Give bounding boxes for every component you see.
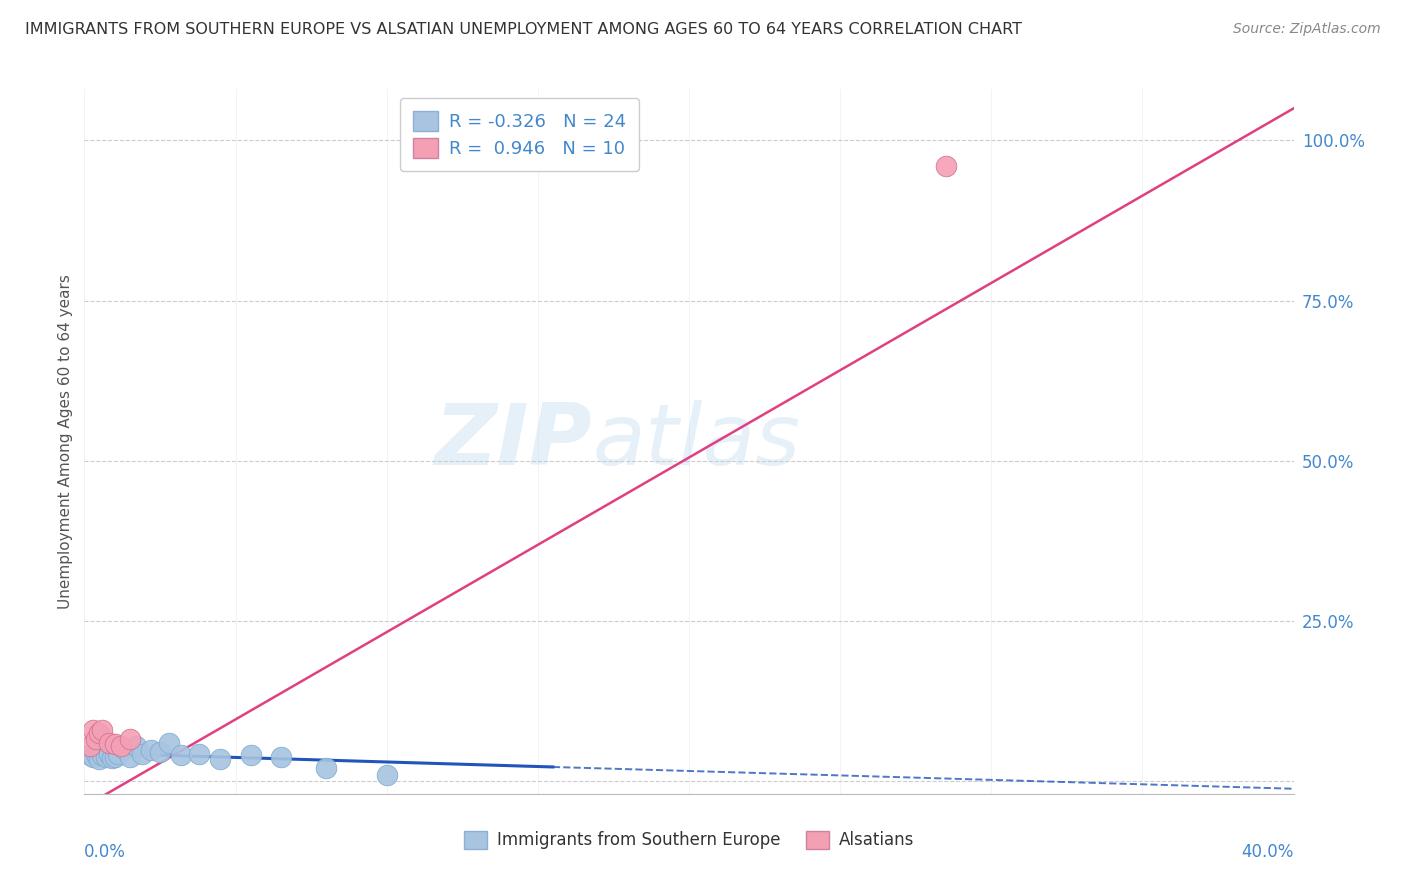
Point <box>91 723 114 737</box>
Point <box>270 749 292 764</box>
Point <box>157 736 180 750</box>
Text: Source: ZipAtlas.com: Source: ZipAtlas.com <box>1233 22 1381 37</box>
Point <box>118 732 141 747</box>
Point <box>118 749 141 764</box>
Point <box>86 747 108 761</box>
Point <box>188 747 211 761</box>
Point <box>89 726 111 740</box>
Text: 40.0%: 40.0% <box>1241 843 1294 861</box>
Point <box>86 732 108 747</box>
Point <box>89 751 111 765</box>
Point <box>375 767 398 781</box>
Point <box>110 739 132 753</box>
Point <box>94 749 117 764</box>
Point <box>79 739 101 753</box>
Point <box>79 748 101 763</box>
Point <box>82 749 104 764</box>
Point <box>104 737 127 751</box>
Point <box>139 743 162 757</box>
Point <box>239 748 262 763</box>
Point <box>149 745 172 759</box>
Point <box>91 748 114 763</box>
Y-axis label: Unemployment Among Ages 60 to 64 years: Unemployment Among Ages 60 to 64 years <box>58 274 73 609</box>
Point <box>170 748 193 763</box>
Text: IMMIGRANTS FROM SOUTHERN EUROPE VS ALSATIAN UNEMPLOYMENT AMONG AGES 60 TO 64 YEA: IMMIGRANTS FROM SOUTHERN EUROPE VS ALSAT… <box>25 22 1022 37</box>
Text: 0.0%: 0.0% <box>84 843 127 861</box>
Point <box>97 736 120 750</box>
Point <box>97 747 120 761</box>
Point <box>315 761 337 775</box>
Point <box>125 739 148 753</box>
Legend: Immigrants from Southern Europe, Alsatians: Immigrants from Southern Europe, Alsatia… <box>457 824 921 856</box>
Point <box>107 747 129 761</box>
Point <box>82 723 104 737</box>
Point <box>100 751 122 765</box>
Text: atlas: atlas <box>592 400 800 483</box>
Point <box>131 747 153 761</box>
Point <box>935 159 957 173</box>
Point <box>209 751 232 765</box>
Point <box>112 742 135 756</box>
Text: ZIP: ZIP <box>434 400 592 483</box>
Point <box>104 749 127 764</box>
